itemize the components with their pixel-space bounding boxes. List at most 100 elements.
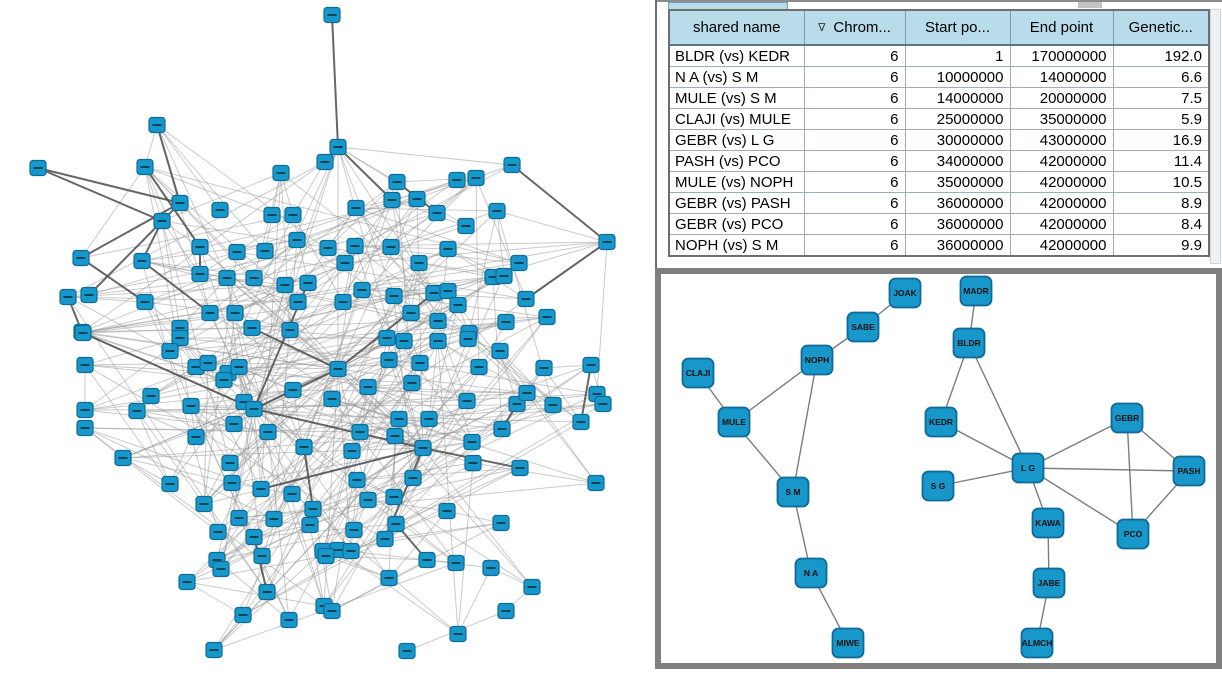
network-node[interactable] xyxy=(448,171,466,189)
network-node[interactable] xyxy=(161,475,179,493)
network-node[interactable] xyxy=(329,360,347,378)
network-node[interactable] xyxy=(234,606,252,624)
network-node[interactable] xyxy=(449,296,467,314)
cell-shared-name[interactable]: MULE (vs) NOPH xyxy=(668,171,805,193)
network-node[interactable] xyxy=(263,206,281,224)
network-node[interactable] xyxy=(414,439,432,457)
network-node[interactable] xyxy=(301,516,319,534)
network-node[interactable] xyxy=(195,495,213,513)
cell-value[interactable]: 6 xyxy=(803,129,906,151)
network-node[interactable] xyxy=(323,6,341,24)
network-node[interactable] xyxy=(76,356,94,374)
cell-shared-name[interactable]: GEBR (vs) PCO xyxy=(668,213,805,235)
cell-value[interactable]: 6 xyxy=(803,108,906,130)
network-node[interactable] xyxy=(304,500,322,518)
cell-value[interactable]: 42000000 xyxy=(1009,234,1114,257)
network-node[interactable] xyxy=(493,420,511,438)
cell-value[interactable]: 8.9 xyxy=(1112,192,1210,214)
network-node[interactable] xyxy=(345,521,363,539)
cell-value[interactable]: 170000000 xyxy=(1009,44,1114,67)
network-node[interactable] xyxy=(259,423,277,441)
network-node[interactable] xyxy=(418,551,436,569)
network-node[interactable] xyxy=(464,454,482,472)
network-node[interactable] xyxy=(459,330,477,348)
network-node[interactable] xyxy=(161,342,179,360)
network-node[interactable] xyxy=(218,269,236,287)
cell-value[interactable]: 6 xyxy=(803,150,906,172)
network-node[interactable] xyxy=(395,332,413,350)
network-node[interactable] xyxy=(463,433,481,451)
subnetwork-node-miwe[interactable]: MIWE xyxy=(831,627,865,659)
network-node[interactable] xyxy=(136,293,154,311)
network-node[interactable] xyxy=(230,358,248,376)
cell-shared-name[interactable]: GEBR (vs) PASH xyxy=(668,192,805,214)
subnetwork-panel[interactable]: JOAK MADR SABE NOPH CLAJI BLDR MULE KEDR GEBR L G… xyxy=(655,268,1222,669)
network-node[interactable] xyxy=(142,387,160,405)
network-node[interactable] xyxy=(76,401,94,419)
network-node[interactable] xyxy=(492,514,510,532)
cell-value[interactable]: 9.9 xyxy=(1112,234,1210,257)
network-node[interactable] xyxy=(223,474,241,492)
network-node[interactable] xyxy=(201,304,219,322)
network-node[interactable] xyxy=(497,313,515,331)
network-node[interactable] xyxy=(182,397,200,415)
network-node[interactable] xyxy=(408,190,426,208)
subnetwork-edge[interactable] xyxy=(1027,467,1134,535)
network-node[interactable] xyxy=(114,449,132,467)
cell-value[interactable]: 36000000 xyxy=(904,213,1011,235)
network-node[interactable] xyxy=(390,410,408,428)
subnetwork-node-claji[interactable]: CLAJI xyxy=(681,357,715,389)
network-node[interactable] xyxy=(378,329,396,347)
network-node[interactable] xyxy=(457,217,475,235)
network-node[interactable] xyxy=(386,427,404,445)
network-node[interactable] xyxy=(544,396,562,414)
cell-value[interactable]: 6 xyxy=(803,234,906,257)
network-node[interactable] xyxy=(383,191,401,209)
cell-value[interactable]: 35000000 xyxy=(1009,108,1114,130)
subnetwork-node-pco[interactable]: PCO xyxy=(1116,518,1150,550)
network-node[interactable] xyxy=(148,116,166,134)
cell-shared-name[interactable]: N A (vs) S M xyxy=(668,66,805,88)
column-header-end-point[interactable]: End point xyxy=(1009,9,1114,46)
network-node[interactable] xyxy=(359,378,377,396)
cell-value[interactable]: 42000000 xyxy=(1009,192,1114,214)
network-node[interactable] xyxy=(447,554,465,572)
network-node[interactable] xyxy=(398,642,416,660)
network-node[interactable] xyxy=(385,287,403,305)
network-node[interactable] xyxy=(209,523,227,541)
cell-value[interactable]: 6 xyxy=(803,213,906,235)
network-node[interactable] xyxy=(284,381,302,399)
network-node[interactable] xyxy=(594,395,612,413)
table-vertical-scrollbar[interactable] xyxy=(1210,9,1221,264)
network-node[interactable] xyxy=(323,390,341,408)
network-node[interactable] xyxy=(226,304,244,322)
table-row[interactable]: PASH (vs) PCO 6 34000000 42000000 11.4 xyxy=(668,150,1210,172)
network-node[interactable] xyxy=(385,488,403,506)
network-node[interactable] xyxy=(380,569,398,587)
subnetwork-edge[interactable] xyxy=(1126,417,1134,535)
network-node[interactable] xyxy=(243,319,261,337)
network-node[interactable] xyxy=(518,384,536,402)
table-row[interactable]: MULE (vs) NOPH 6 35000000 42000000 10.5 xyxy=(668,171,1210,193)
network-node[interactable] xyxy=(281,321,299,339)
cell-value[interactable]: 42000000 xyxy=(1009,171,1114,193)
network-node[interactable] xyxy=(402,304,420,322)
network-node[interactable] xyxy=(319,239,337,257)
network-node[interactable] xyxy=(323,602,341,620)
cell-value[interactable]: 30000000 xyxy=(904,129,1011,151)
network-node[interactable] xyxy=(420,410,438,428)
network-node[interactable] xyxy=(80,286,98,304)
network-node[interactable] xyxy=(245,528,263,546)
column-header-shared-name[interactable]: shared name xyxy=(668,9,805,46)
cell-shared-name[interactable]: GEBR (vs) L G xyxy=(668,129,805,151)
network-node[interactable] xyxy=(284,206,302,224)
network-node[interactable] xyxy=(272,164,290,182)
table-row[interactable]: GEBR (vs) L G 6 30000000 43000000 16.9 xyxy=(668,129,1210,151)
network-node[interactable] xyxy=(212,560,230,578)
cell-shared-name[interactable]: CLAJI (vs) MULE xyxy=(668,108,805,130)
network-node[interactable] xyxy=(387,515,405,533)
network-node[interactable] xyxy=(258,583,276,601)
cell-value[interactable]: 14000000 xyxy=(1009,66,1114,88)
network-node[interactable] xyxy=(153,212,171,230)
subnetwork-node-sabe[interactable]: SABE xyxy=(846,311,880,343)
